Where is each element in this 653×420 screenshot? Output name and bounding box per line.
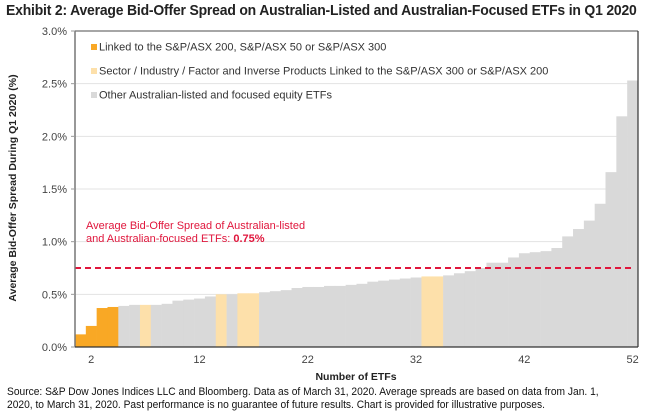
- bar-etf-35: [443, 275, 455, 347]
- x-tick-label: 12: [193, 354, 205, 366]
- bar-etf-51: [616, 116, 628, 347]
- bar-etf-12: [194, 298, 206, 347]
- bar-etf-19: [269, 291, 282, 347]
- y-tick-label: 1.0%: [42, 237, 67, 249]
- bar-etf-17: [248, 293, 260, 347]
- bar-etf-49: [594, 203, 606, 347]
- y-tick-labels: 0.0% 0.5% 1.0% 1.5% 2.0% 2.5% 3.0%: [42, 26, 75, 354]
- y-tick-label: 2.0%: [42, 131, 67, 143]
- bar-etf-48: [583, 220, 595, 347]
- annotation-line-1: Average Bid-Offer Spread of Australian-l…: [86, 220, 305, 232]
- bar-etf-4: [107, 306, 119, 347]
- y-tick-label: 2.5%: [42, 79, 67, 91]
- bar-etf-8: [150, 304, 162, 347]
- bar-etf-3: [96, 308, 108, 347]
- bar-etf-39: [486, 262, 498, 347]
- x-tick-labels: 2 12 22 32 42 52: [88, 354, 639, 366]
- bar-etf-52: [627, 80, 639, 347]
- x-tick-label: 42: [518, 354, 530, 366]
- legend-label-sector: Sector / Industry / Factor and Inverse P…: [99, 66, 548, 78]
- bar-etf-36: [453, 273, 466, 347]
- bar-etf-5: [118, 305, 130, 347]
- x-tick-label: 32: [410, 354, 422, 366]
- bar-etf-45: [551, 247, 563, 347]
- bar-etf-16: [237, 293, 249, 347]
- legend-swatch-sector: [91, 68, 97, 74]
- bar-etf-20: [280, 290, 292, 347]
- source-footnote: Source: S&P Dow Jones Indices LLC and Bl…: [7, 386, 649, 412]
- bar-etf-41: [508, 257, 520, 347]
- bar-etf-13: [204, 296, 217, 347]
- bar-etf-10: [172, 300, 184, 347]
- bar-etf-38: [475, 268, 487, 347]
- annotation-value: 0.75%: [233, 233, 264, 245]
- legend-label-linked: Linked to the S&P/ASX 200, S&P/ASX 50 or…: [99, 42, 386, 54]
- y-tick-label: 3.0%: [42, 26, 67, 38]
- x-tick-label: 52: [626, 354, 638, 366]
- x-tick-label: 22: [302, 354, 314, 366]
- bar-etf-22: [302, 286, 314, 347]
- annotation-line-2: and Australian-focused ETFs: 0.75%: [86, 233, 265, 245]
- bar-etf-11: [183, 299, 195, 347]
- y-axis-title: Average Bid-Offer Spread During Q1 2020 …: [7, 74, 19, 301]
- bar-etf-24: [324, 285, 336, 347]
- bar-etf-32: [410, 277, 422, 347]
- y-tick-label: 0.0%: [42, 342, 67, 354]
- y-tick-label: 0.5%: [42, 289, 67, 301]
- bar-etf-9: [161, 303, 173, 347]
- legend-swatch-other: [91, 92, 97, 98]
- legend: Linked to the S&P/ASX 200, S&P/ASX 50 or…: [91, 42, 548, 102]
- bar-etf-28: [367, 281, 379, 347]
- bars: [75, 80, 639, 347]
- y-tick-label: 1.5%: [42, 184, 67, 196]
- bar-chart: 0.0% 0.5% 1.0% 1.5% 2.0% 2.5% 3.0% 2 12 22 32 42 52…: [7, 26, 639, 383]
- chart-title: Exhibit 2: Average Bid-Offer Spread on A…: [6, 2, 637, 19]
- bar-etf-1: [75, 334, 87, 347]
- bar-etf-2: [85, 325, 97, 347]
- bar-etf-46: [562, 236, 574, 347]
- bar-etf-34: [432, 276, 444, 347]
- bar-etf-27: [356, 283, 368, 347]
- bar-etf-47: [573, 229, 585, 347]
- bar-etf-44: [540, 251, 552, 347]
- bar-etf-23: [313, 286, 325, 347]
- bar-etf-14: [215, 294, 227, 347]
- bar-etf-37: [464, 271, 476, 347]
- bar-etf-26: [345, 284, 357, 347]
- bar-etf-15: [226, 294, 238, 347]
- bar-etf-42: [518, 253, 531, 347]
- bar-etf-43: [529, 252, 541, 347]
- annotation: Average Bid-Offer Spread of Australian-l…: [86, 220, 305, 245]
- bar-etf-40: [497, 262, 509, 347]
- annotation-line-2-text: and Australian-focused ETFs:: [86, 233, 233, 245]
- bar-etf-33: [421, 276, 433, 347]
- bar-etf-7: [139, 304, 152, 347]
- x-axis-title: Number of ETFs: [315, 371, 396, 383]
- footnote-line-1: Source: S&P Dow Jones Indices LLC and Bl…: [7, 386, 599, 398]
- legend-label-other: Other Australian-listed and focused equi…: [99, 90, 332, 102]
- bar-etf-31: [399, 278, 411, 347]
- bar-etf-18: [259, 292, 271, 347]
- bar-etf-29: [378, 280, 390, 347]
- bar-etf-25: [334, 285, 346, 347]
- bar-etf-50: [605, 172, 617, 347]
- bar-etf-30: [388, 279, 401, 347]
- legend-swatch-linked: [91, 44, 97, 50]
- bar-etf-21: [291, 288, 303, 347]
- x-tick-label: 2: [88, 354, 94, 366]
- footnote-line-2: 2020, to March 31, 2020. Past performanc…: [7, 399, 545, 411]
- bar-etf-6: [129, 304, 141, 347]
